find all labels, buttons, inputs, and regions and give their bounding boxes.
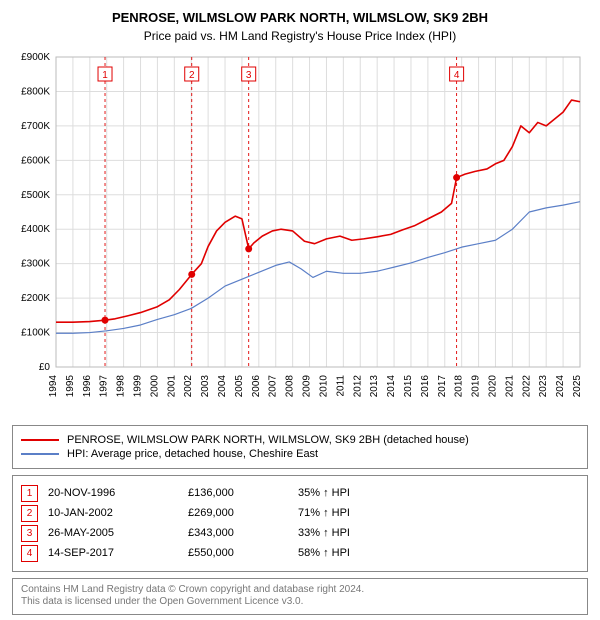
svg-text:1994: 1994 <box>48 374 59 397</box>
sale-price: £136,000 <box>188 487 288 499</box>
svg-text:£800K: £800K <box>21 86 50 97</box>
svg-text:1998: 1998 <box>116 374 127 397</box>
license-line-1: Contains HM Land Registry data © Crown c… <box>21 584 579 597</box>
sale-marker: 1 <box>21 485 38 502</box>
svg-text:£200K: £200K <box>21 293 50 304</box>
svg-text:2003: 2003 <box>200 374 211 397</box>
legend-row: HPI: Average price, detached house, Ches… <box>21 448 579 460</box>
sale-marker: 4 <box>21 545 38 562</box>
legend-swatch <box>21 439 59 441</box>
svg-text:2023: 2023 <box>538 374 549 397</box>
svg-text:£900K: £900K <box>21 52 50 63</box>
sale-row: 4 14-SEP-2017 £550,000 58% ↑ HPI <box>21 545 579 562</box>
svg-text:£0: £0 <box>39 362 51 373</box>
sale-date: 10-JAN-2002 <box>48 507 178 519</box>
svg-text:1: 1 <box>102 70 108 81</box>
legend-swatch <box>21 453 59 455</box>
svg-text:2005: 2005 <box>234 374 245 397</box>
svg-text:2022: 2022 <box>521 374 532 397</box>
svg-text:2002: 2002 <box>183 374 194 397</box>
sale-date: 20-NOV-1996 <box>48 487 178 499</box>
svg-text:2011: 2011 <box>335 374 346 396</box>
svg-text:2010: 2010 <box>318 374 329 397</box>
svg-text:£500K: £500K <box>21 190 50 201</box>
svg-text:£100K: £100K <box>21 327 50 338</box>
sale-marker: 2 <box>21 505 38 522</box>
legend-row: PENROSE, WILMSLOW PARK NORTH, WILMSLOW, … <box>21 434 579 446</box>
svg-text:2015: 2015 <box>403 374 414 397</box>
svg-text:2016: 2016 <box>420 374 431 397</box>
svg-text:£600K: £600K <box>21 155 50 166</box>
svg-text:2: 2 <box>189 70 195 81</box>
sale-price: £550,000 <box>188 547 288 559</box>
sales-box: 1 20-NOV-1996 £136,000 35% ↑ HPI 2 10-JAN-200… <box>12 475 588 572</box>
page-root: PENROSE, WILMSLOW PARK NORTH, WILMSLOW, … <box>0 0 600 619</box>
svg-text:2018: 2018 <box>454 374 465 397</box>
svg-text:2021: 2021 <box>504 374 515 397</box>
sale-date: 26-MAY-2005 <box>48 527 178 539</box>
svg-text:1997: 1997 <box>99 374 110 397</box>
svg-text:1996: 1996 <box>82 374 93 397</box>
sale-row: 2 10-JAN-2002 £269,000 71% ↑ HPI <box>21 505 579 522</box>
svg-text:2004: 2004 <box>217 374 228 397</box>
svg-text:4: 4 <box>454 70 460 81</box>
svg-text:2012: 2012 <box>352 374 363 397</box>
svg-text:1999: 1999 <box>133 374 144 397</box>
svg-text:2013: 2013 <box>369 374 380 397</box>
legend-label: PENROSE, WILMSLOW PARK NORTH, WILMSLOW, … <box>67 434 469 446</box>
sale-pct: 58% ↑ HPI <box>298 547 579 559</box>
svg-text:2000: 2000 <box>149 374 160 397</box>
sale-row: 3 26-MAY-2005 £343,000 33% ↑ HPI <box>21 525 579 542</box>
svg-text:£400K: £400K <box>21 224 50 235</box>
svg-text:2014: 2014 <box>386 374 397 397</box>
svg-text:£300K: £300K <box>21 259 50 270</box>
page-title: PENROSE, WILMSLOW PARK NORTH, WILMSLOW, … <box>12 10 588 27</box>
svg-text:2006: 2006 <box>251 374 262 397</box>
sale-pct: 35% ↑ HPI <box>298 487 579 499</box>
sale-row: 1 20-NOV-1996 £136,000 35% ↑ HPI <box>21 485 579 502</box>
svg-text:2019: 2019 <box>471 374 482 397</box>
sale-marker: 3 <box>21 525 38 542</box>
page-subtitle: Price paid vs. HM Land Registry's House … <box>12 29 588 43</box>
price-chart: £0 £100K £200K £300K £400K £500K £600K £700K £80… <box>12 49 588 419</box>
chart-svg: £0 £100K £200K £300K £400K £500K £600K £700K £80… <box>12 49 588 419</box>
svg-text:2009: 2009 <box>302 374 313 397</box>
svg-text:2008: 2008 <box>285 374 296 397</box>
svg-text:£700K: £700K <box>21 121 50 132</box>
sale-price: £343,000 <box>188 527 288 539</box>
sale-price: £269,000 <box>188 507 288 519</box>
svg-text:1995: 1995 <box>65 374 76 397</box>
license-box: Contains HM Land Registry data © Crown c… <box>12 578 588 615</box>
svg-text:3: 3 <box>246 70 252 81</box>
svg-text:2007: 2007 <box>268 374 279 397</box>
svg-text:2020: 2020 <box>487 374 498 397</box>
svg-text:2017: 2017 <box>437 374 448 397</box>
sale-date: 14-SEP-2017 <box>48 547 178 559</box>
sale-pct: 71% ↑ HPI <box>298 507 579 519</box>
license-line-2: This data is licensed under the Open Gov… <box>21 596 579 609</box>
svg-text:2001: 2001 <box>166 374 177 397</box>
legend-box: PENROSE, WILMSLOW PARK NORTH, WILMSLOW, … <box>12 425 588 469</box>
sale-pct: 33% ↑ HPI <box>298 527 579 539</box>
svg-text:2024: 2024 <box>555 374 566 397</box>
legend-label: HPI: Average price, detached house, Ches… <box>67 448 318 460</box>
svg-text:2025: 2025 <box>572 374 583 397</box>
